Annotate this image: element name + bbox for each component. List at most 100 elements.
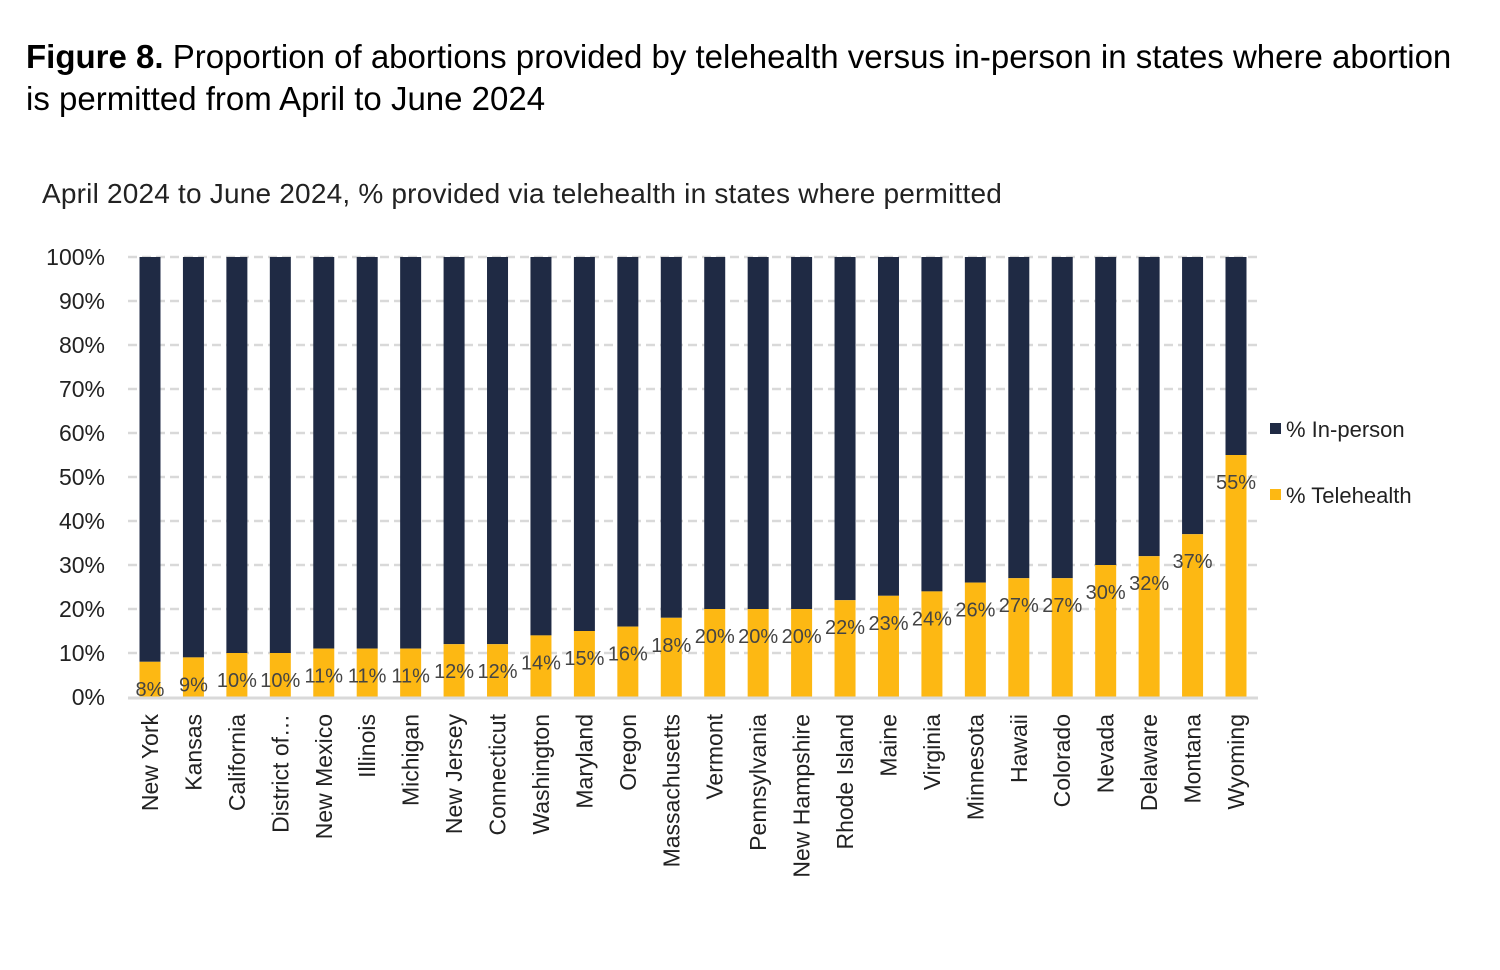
bar-in-person <box>139 257 161 662</box>
x-category-label: Minnesota <box>962 714 988 820</box>
bar-in-person <box>1138 257 1160 557</box>
bar-in-person <box>573 257 595 631</box>
bar-in-person <box>313 257 335 649</box>
bar-telehealth <box>487 644 509 697</box>
bar-telehealth <box>139 661 161 697</box>
data-label: 32% <box>1129 573 1169 595</box>
legend-label-telehealth: % Telehealth <box>1286 483 1412 508</box>
data-label: 30% <box>1086 582 1126 604</box>
bar-in-person <box>443 257 465 645</box>
x-category-label: Colorado <box>1049 714 1075 807</box>
x-category-label: Delaware <box>1136 714 1162 811</box>
bar-telehealth <box>182 657 204 697</box>
data-label: 23% <box>868 613 908 635</box>
data-label: 14% <box>521 652 561 674</box>
bar-in-person <box>182 257 204 658</box>
x-category-label: California <box>224 714 250 811</box>
data-label: 12% <box>434 661 474 683</box>
x-category-label: Pennsylvania <box>745 714 771 851</box>
data-label: 37% <box>1173 551 1213 573</box>
bar-telehealth <box>747 609 769 697</box>
data-label: 20% <box>738 626 778 648</box>
bar-telehealth <box>356 648 378 697</box>
bar-telehealth <box>877 595 899 697</box>
bar-in-person <box>791 257 813 609</box>
bar-telehealth <box>834 600 856 697</box>
bar-in-person <box>1095 257 1117 565</box>
data-label: 22% <box>825 617 865 639</box>
bar-in-person <box>487 257 509 645</box>
data-label: 55% <box>1216 472 1256 494</box>
data-label: 20% <box>695 626 735 648</box>
bar-in-person <box>1182 257 1204 535</box>
bar-telehealth <box>964 582 986 697</box>
x-category-label: Maryland <box>571 714 597 809</box>
bar-in-person <box>356 257 378 649</box>
bar-in-person <box>660 257 682 618</box>
bar-in-person <box>964 257 986 583</box>
data-label: 12% <box>478 661 518 683</box>
x-category-label: Rhode Island <box>832 714 858 850</box>
bar-telehealth <box>530 635 552 697</box>
chart-title: April 2024 to June 2024, % provided via … <box>42 178 1002 209</box>
x-category-label: New Mexico <box>311 714 337 839</box>
y-tick-label: 0% <box>72 684 105 710</box>
x-category-label: New Jersey <box>441 714 467 835</box>
bar-in-person <box>921 257 943 592</box>
figure-title: Figure 8. Proportion of abortions provid… <box>26 36 1466 120</box>
x-category-label: Maine <box>875 714 901 777</box>
bar-telehealth <box>791 609 813 697</box>
data-label: 18% <box>651 635 691 657</box>
x-category-label: Montana <box>1180 714 1206 804</box>
data-label: 11% <box>391 666 430 688</box>
x-category-label: Hawaii <box>1006 714 1032 783</box>
bar-telehealth <box>1225 455 1247 697</box>
x-category-label: Virginia <box>919 714 945 790</box>
bar-in-person <box>269 257 291 653</box>
data-label: 27% <box>1042 595 1082 617</box>
x-category-label: Nevada <box>1093 714 1119 793</box>
x-category-label: District of… <box>267 714 293 833</box>
bar-telehealth <box>704 609 726 697</box>
y-tick-label: 30% <box>59 552 105 578</box>
x-category-label: Connecticut <box>485 713 511 835</box>
bar-in-person <box>617 257 639 627</box>
data-label: 26% <box>955 600 995 622</box>
bar-telehealth <box>400 648 422 697</box>
data-label: 20% <box>782 626 822 648</box>
x-category-label: Washington <box>528 714 554 835</box>
data-label: 27% <box>999 595 1039 617</box>
data-label: 8% <box>136 679 165 701</box>
bar-telehealth <box>313 648 335 697</box>
x-category-label: Kansas <box>180 714 206 791</box>
x-category-label: New York <box>137 714 163 812</box>
bar-in-person <box>1225 257 1247 455</box>
bar-in-person <box>877 257 899 596</box>
data-label: 15% <box>564 648 604 670</box>
bar-telehealth <box>1008 578 1030 697</box>
bar-in-person <box>530 257 552 636</box>
data-label: 16% <box>608 644 648 666</box>
data-label: 10% <box>217 670 257 692</box>
y-tick-label: 100% <box>46 244 105 270</box>
bar-telehealth <box>921 591 943 697</box>
y-tick-label: 60% <box>59 420 105 446</box>
bar-in-person <box>747 257 769 609</box>
bar-telehealth <box>1051 578 1073 697</box>
y-tick-label: 90% <box>59 288 105 314</box>
y-tick-label: 40% <box>59 508 105 534</box>
x-category-label: Michigan <box>398 714 424 806</box>
data-label: 9% <box>179 674 208 696</box>
bar-in-person <box>834 257 856 601</box>
x-category-label: Oregon <box>615 714 641 791</box>
bar-telehealth <box>1138 556 1160 697</box>
data-label: 11% <box>348 666 387 688</box>
y-tick-label: 10% <box>59 640 105 666</box>
bar-telehealth <box>443 644 465 697</box>
bar-in-person <box>1051 257 1073 579</box>
data-label: 11% <box>304 666 343 688</box>
x-category-label: New Hampshire <box>789 714 815 878</box>
bar-telehealth <box>660 617 682 697</box>
x-category-label: Illinois <box>354 714 380 778</box>
